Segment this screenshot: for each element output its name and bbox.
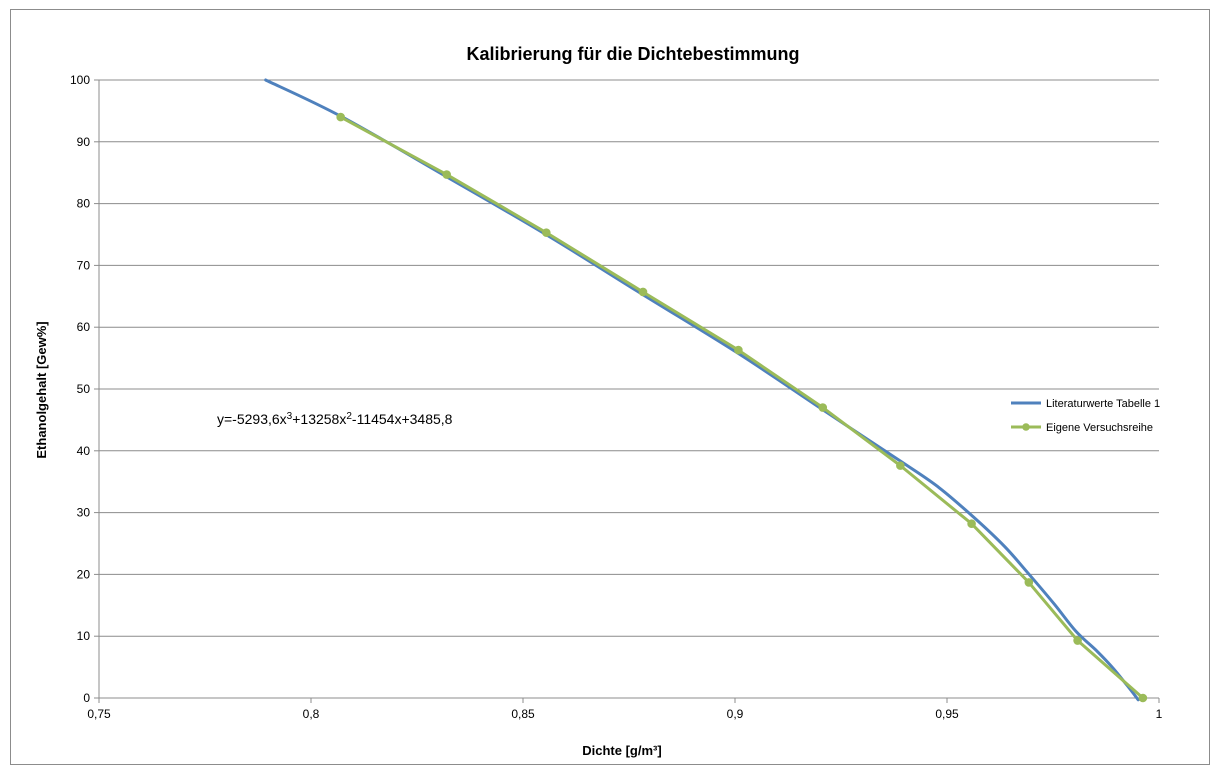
data-point bbox=[967, 519, 976, 529]
legend: Literaturwerte Tabelle 1 Eigene Versuchsr… bbox=[1011, 398, 1160, 434]
chart-svg: Kalibrierung für die Dichtebestimmung Et… bbox=[34, 44, 1163, 758]
tick-labels: 0 10 20 30 40 50 60 70 80 90 100 0,75 0,8 0,85 0,9 0,95… bbox=[70, 73, 1163, 721]
y-tick-label: 20 bbox=[77, 567, 91, 581]
x-axis-title: Dichte [g/m³] bbox=[582, 743, 661, 758]
data-point bbox=[1073, 636, 1082, 645]
y-tick-label: 100 bbox=[70, 73, 90, 87]
x-tick-label: 0,95 bbox=[935, 707, 959, 721]
x-tick-label: 0,75 bbox=[87, 707, 111, 721]
y-tick-label: 60 bbox=[77, 320, 91, 334]
chart-frame: Kalibrierung für die Dichtebestimmung Et… bbox=[10, 9, 1210, 765]
y-tick-label: 50 bbox=[77, 382, 91, 396]
x-tick-label: 0,8 bbox=[303, 707, 320, 721]
legend-marker bbox=[1022, 423, 1030, 431]
gridlines bbox=[99, 79, 1159, 637]
data-point bbox=[336, 112, 345, 122]
data-point bbox=[734, 345, 743, 355]
y-tick-label: 40 bbox=[77, 444, 91, 458]
y-axis-title: Ethanolgehalt [Gew%] bbox=[34, 321, 49, 458]
data-point bbox=[442, 170, 451, 179]
axes bbox=[94, 79, 1160, 703]
y-tick-label: 80 bbox=[77, 197, 91, 211]
data-point bbox=[896, 461, 905, 470]
y-tick-label: 70 bbox=[77, 258, 91, 272]
series-lines bbox=[264, 78, 1148, 703]
chart-title: Kalibrierung für die Dichtebestimmung bbox=[466, 44, 799, 64]
y-tick-label: 90 bbox=[77, 135, 91, 149]
trendline-equation: y=-5293,6x3+13258x2-11454x+3485,8 bbox=[217, 411, 453, 428]
data-point bbox=[542, 228, 551, 237]
y-tick-label: 0 bbox=[83, 691, 90, 705]
legend-label: Eigene Versuchsreihe bbox=[1046, 422, 1153, 434]
legend-label: Literaturwerte Tabelle 1 bbox=[1046, 398, 1160, 410]
series-line-1 bbox=[264, 78, 1140, 702]
x-tick-label: 1 bbox=[1156, 707, 1163, 721]
data-point bbox=[638, 287, 648, 297]
data-point bbox=[1138, 693, 1148, 703]
x-tick-label: 0,85 bbox=[511, 707, 535, 721]
data-point bbox=[818, 403, 828, 412]
y-tick-label: 30 bbox=[77, 506, 91, 520]
x-tick-label: 0,9 bbox=[727, 707, 744, 721]
series-line-2 bbox=[339, 115, 1145, 700]
y-tick-label: 10 bbox=[77, 629, 91, 643]
data-point bbox=[1024, 578, 1034, 587]
